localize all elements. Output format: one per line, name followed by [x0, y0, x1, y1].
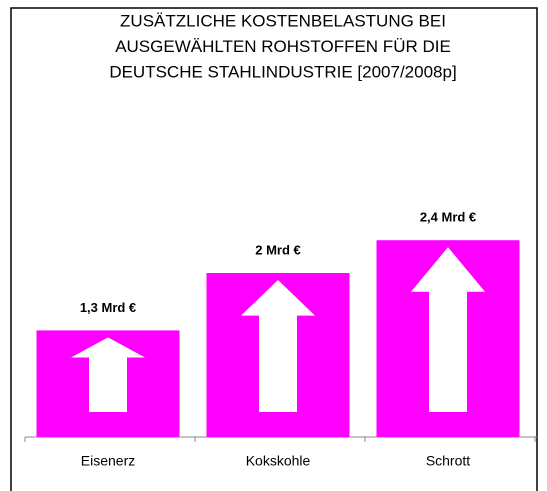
chart-title: AUSGEWÄHLTEN ROHSTOFFEN FÜR DIE: [115, 37, 451, 56]
arrow-icon: [411, 247, 485, 412]
frame: [10, 7, 538, 491]
value-label: 1,3 Mrd €: [80, 300, 136, 315]
x-tick-label: Kokskohle: [246, 453, 311, 469]
value-label: 2,4 Mrd €: [420, 210, 476, 225]
x-tick-label: Eisenerz: [81, 453, 135, 469]
chart-title: ZUSÄTZLICHE KOSTENBELASTUNG BEI: [120, 11, 446, 30]
arrow-icon: [241, 280, 315, 412]
x-tick-label: Schrott: [426, 453, 470, 469]
chart-title: DEUTSCHE STAHLINDUSTRIE [2007/2008p]: [109, 62, 456, 81]
value-label: 2 Mrd €: [255, 242, 301, 257]
arrow-icon: [71, 337, 145, 412]
